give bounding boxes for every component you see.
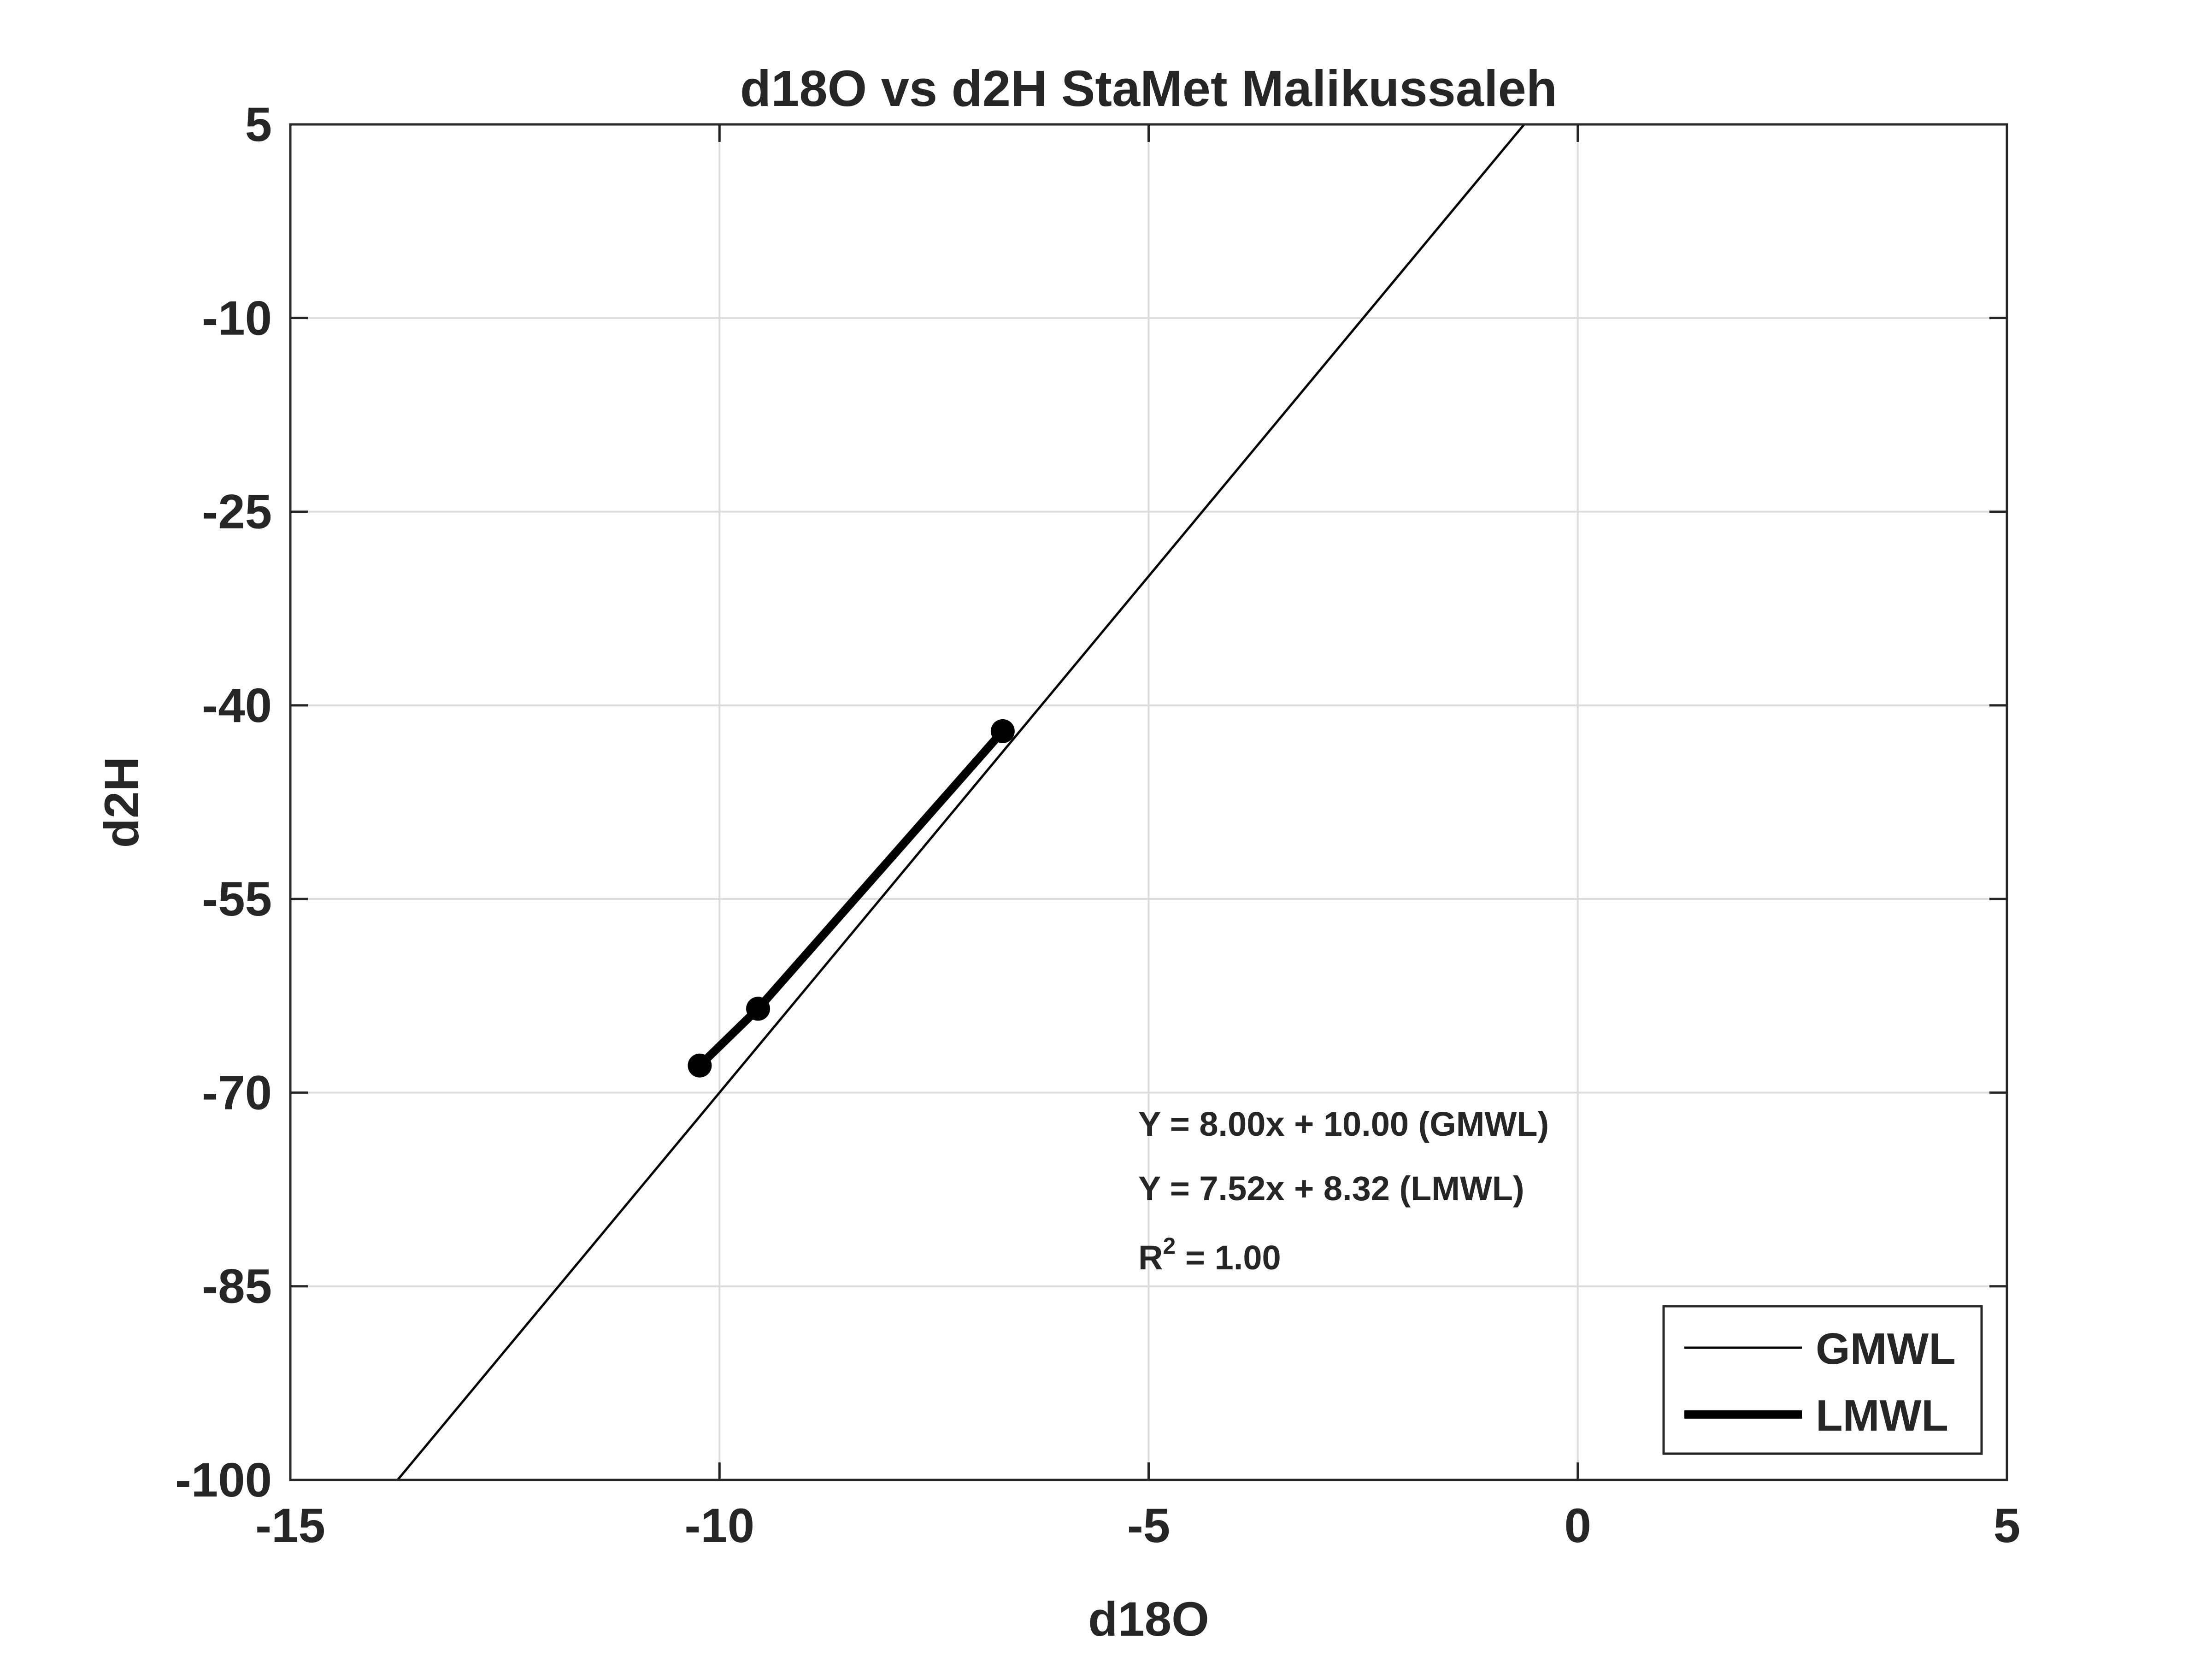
y-tick-label: -40 [202,679,272,733]
r-squared-superscript: 2 [1163,1233,1176,1259]
r-squared-label: R [1138,1238,1163,1277]
grid [290,124,2007,1480]
annotation-r-squared: R2 = 1.00 [1138,1233,1281,1277]
x-tick-label: -5 [1127,1499,1170,1553]
x-tick-label: 5 [1994,1499,2020,1553]
plot-data [396,124,1525,1480]
y-tick-label: -10 [202,291,272,345]
lmwl-point [688,1053,712,1078]
y-tick-label: -55 [202,872,272,926]
y-tick-label: -85 [202,1260,272,1314]
x-axis-label: d18O [1088,1592,1209,1646]
ticks: -15 -10 -5 0 5 5 -10 -25 -40 -55 -70 -85 -100 [175,98,2020,1553]
equation-annotations: Y = 8.00x + 10.00 (GMWL) Y = 7.52x + 8.3… [1138,1105,1549,1277]
y-tick-label: -70 [202,1066,272,1120]
y-tick-label: -25 [202,485,272,539]
x-tick-label: -15 [255,1499,325,1553]
legend: GMWL LMWL [1662,1305,1983,1455]
y-tick-label: -100 [175,1453,272,1507]
annotation-lmwl-equation: Y = 7.52x + 8.32 (LMWL) [1138,1169,1524,1208]
legend-label-lmwl: LMWL [1816,1391,1948,1440]
y-tick-label: 5 [245,98,272,152]
lmwl-point [990,719,1015,743]
legend-box [1662,1305,1983,1455]
x-tick-label: -10 [684,1499,754,1553]
x-tick-label: 0 [1565,1499,1591,1553]
lmwl-point [746,997,771,1021]
chart-title: d18O vs d2H StaMet Malikussaleh [740,60,1557,117]
gmwl-line [396,124,1525,1480]
y-axis-label: d2H [95,757,149,848]
annotation-gmwl-equation: Y = 8.00x + 10.00 (GMWL) [1138,1105,1549,1143]
legend-label-gmwl: GMWL [1816,1324,1956,1373]
r-squared-value: = 1.00 [1176,1238,1281,1277]
